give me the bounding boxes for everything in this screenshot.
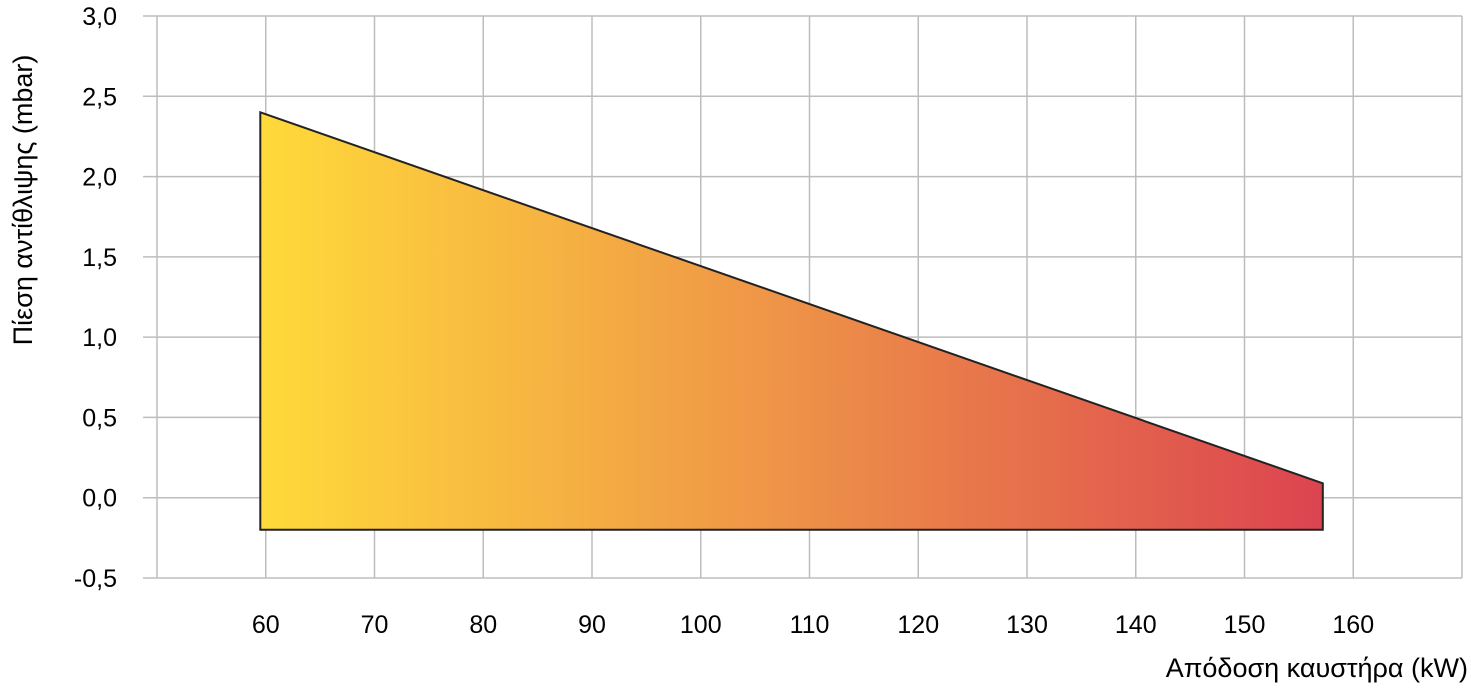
x-tick-label: 160	[1332, 611, 1374, 639]
operating-area	[259, 110, 1324, 531]
x-tick-label: 70	[361, 611, 389, 639]
x-tick-label: 140	[1115, 611, 1157, 639]
y-tick-label: -0,5	[74, 565, 117, 593]
x-tick-label: 90	[578, 611, 606, 639]
y-tick-label: 0,5	[82, 404, 117, 432]
x-tick-label: 100	[680, 611, 722, 639]
y-tick-label: 2,5	[82, 83, 117, 111]
y-tick-label: 3,0	[82, 3, 117, 31]
y-axis-tick-labels: 3,0 2,5 2,0 1,5 1,0 0,5 0,0 -0,5	[74, 3, 117, 593]
x-tick-label: 60	[252, 611, 280, 639]
y-axis-title: Πίεση αντίθλιψης (mbar)	[8, 55, 38, 346]
x-tick-label: 110	[790, 611, 830, 639]
x-tick-label: 130	[1006, 611, 1048, 639]
x-axis-title: Απόδοση καυστήρα (kW)	[1166, 653, 1468, 683]
x-axis-tick-labels: 60 70 80 90 100 110 120 130 140 150 160	[252, 611, 1374, 639]
x-tick-label: 120	[897, 611, 939, 639]
y-tick-label: 2,0	[82, 164, 117, 192]
y-tick-label: 1,5	[82, 244, 117, 272]
y-tick-label: 0,0	[82, 485, 117, 513]
x-tick-label: 150	[1224, 611, 1266, 639]
x-tick-label: 80	[469, 611, 497, 639]
y-tick-label: 1,0	[82, 324, 117, 352]
